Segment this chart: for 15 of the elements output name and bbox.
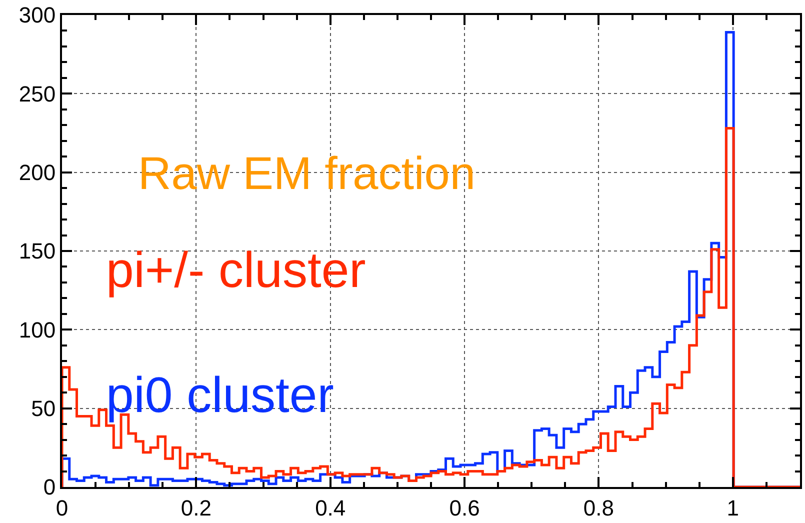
y-tick-label: 0 bbox=[43, 474, 56, 500]
x-tick-label: 0.6 bbox=[449, 495, 480, 520]
y-tick-label: 250 bbox=[18, 81, 56, 106]
series-label: pi+/- cluster bbox=[106, 242, 366, 298]
x-tick-label: 1 bbox=[726, 495, 740, 520]
y-tick-label: 300 bbox=[18, 2, 56, 28]
text: Raw EM fraction bbox=[138, 147, 476, 199]
y-tick-label: 50 bbox=[31, 396, 56, 422]
y-tick-label: 150 bbox=[18, 238, 56, 264]
x-tick-label: 0.8 bbox=[583, 495, 614, 520]
y-tick-label: 200 bbox=[18, 160, 56, 186]
series-label: pi0 cluster bbox=[106, 367, 334, 423]
x-tick-label: 0.2 bbox=[180, 495, 212, 520]
x-tick-label: 0.4 bbox=[315, 495, 346, 520]
y-tick-label: 100 bbox=[18, 317, 56, 342]
